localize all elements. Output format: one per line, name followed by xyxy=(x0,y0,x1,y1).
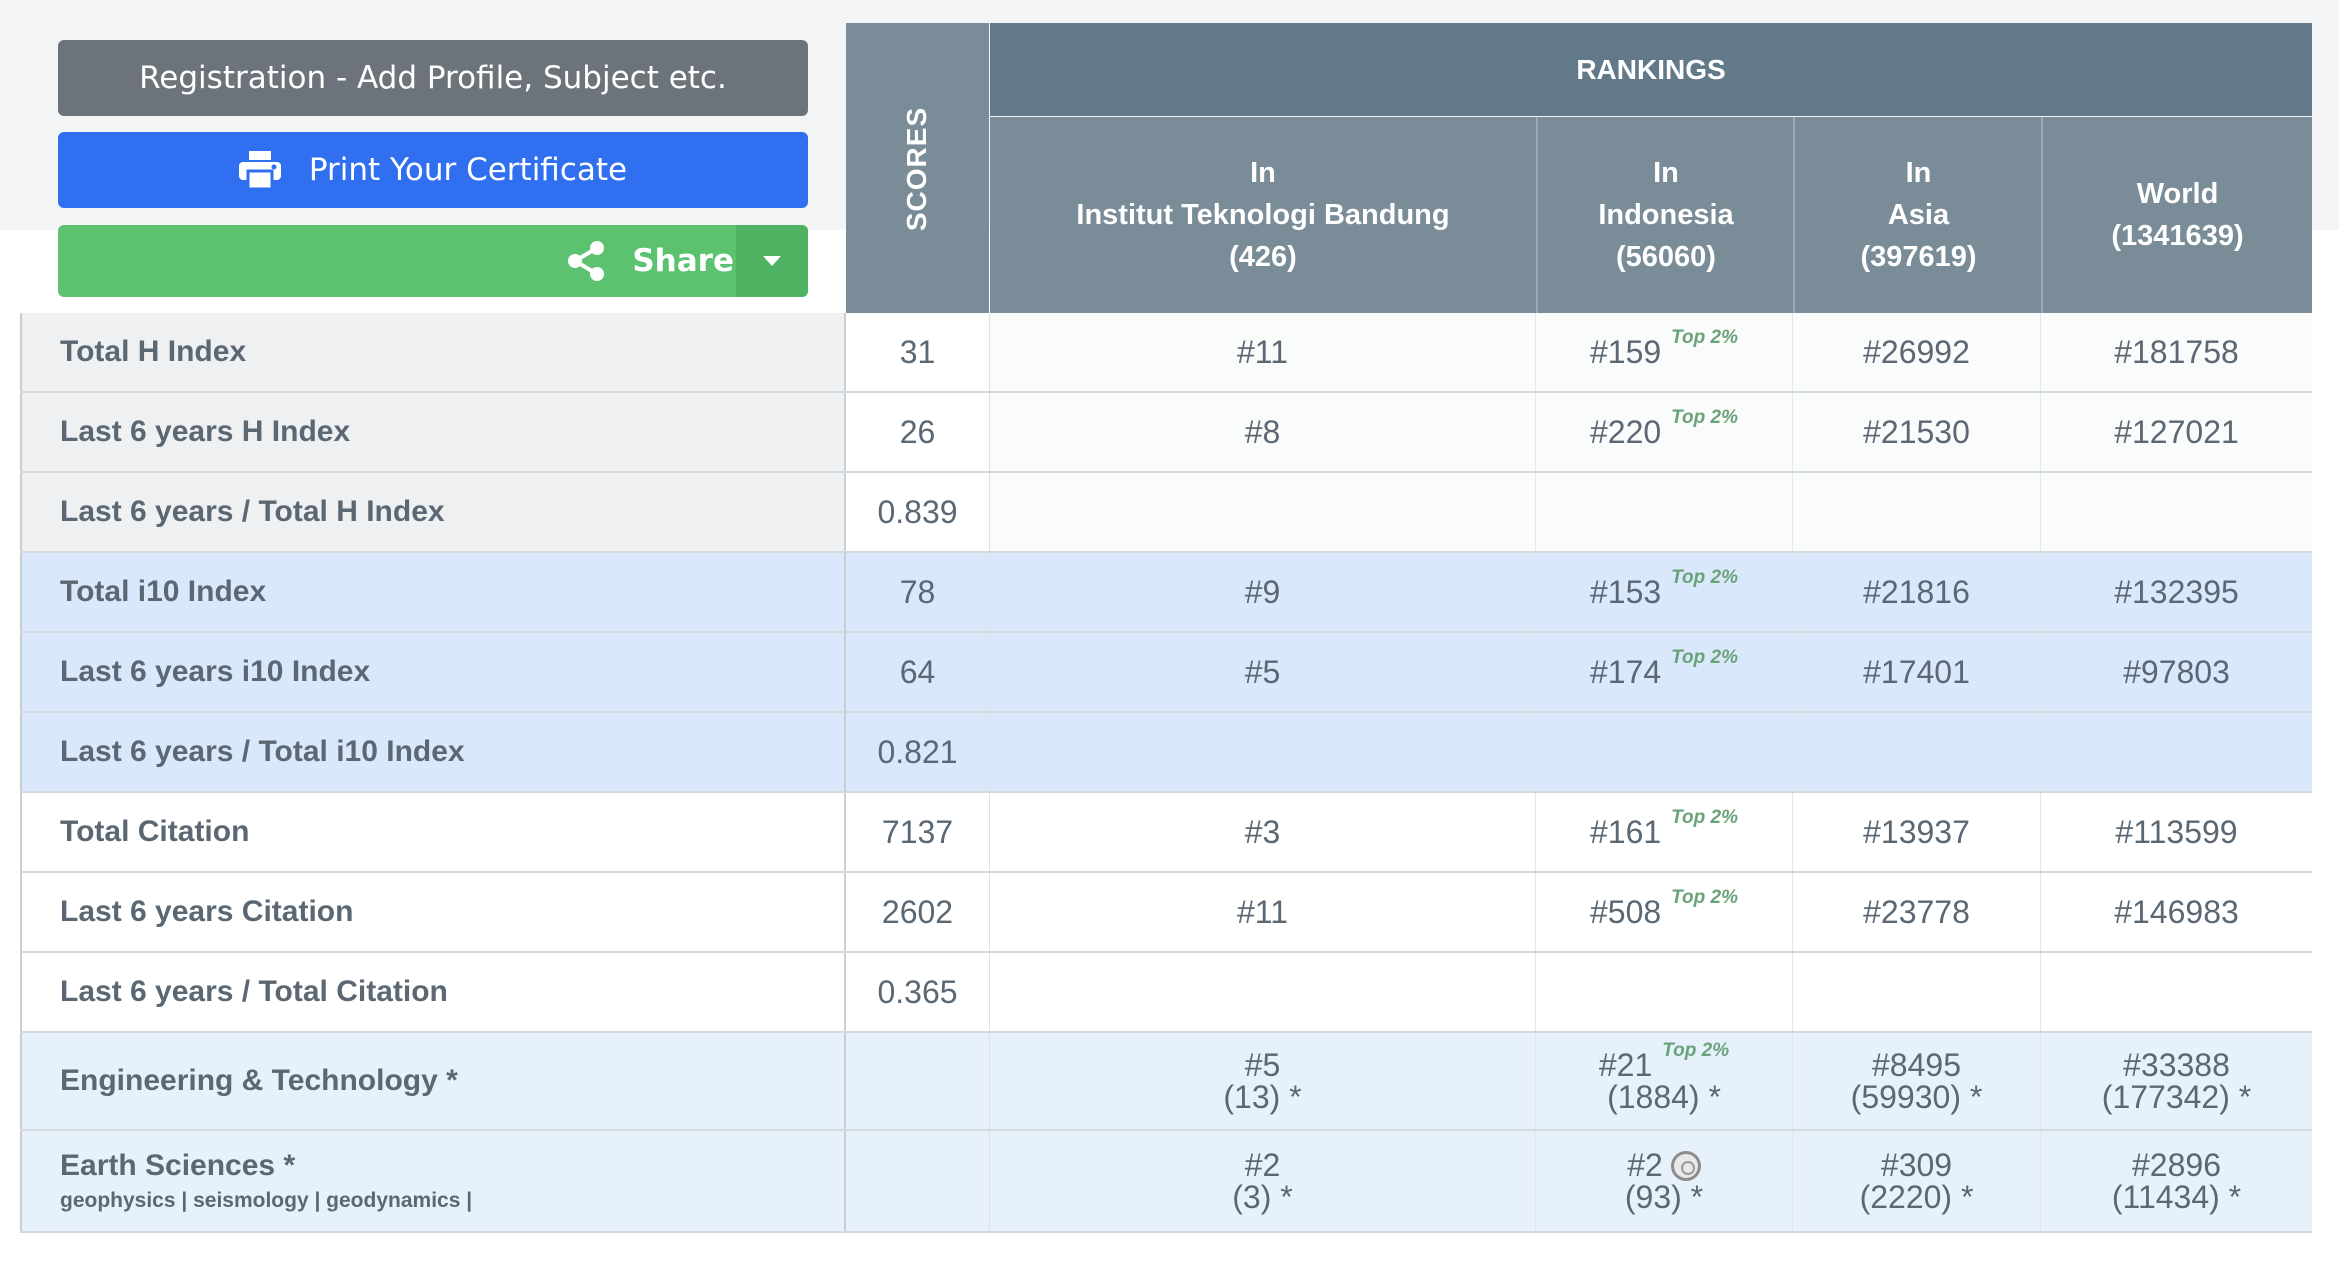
score-value: 0.365 xyxy=(846,953,990,1031)
share-icon xyxy=(566,240,606,282)
rank-world: #181758 xyxy=(2041,313,2312,391)
subject-row: Earth Sciences * geophysics | seismology… xyxy=(20,1131,2312,1233)
rank-world: #132395 xyxy=(2114,574,2239,610)
column-header-institution: In Institut Teknologi Bandung (426) xyxy=(990,117,1536,313)
score-value: 7137 xyxy=(846,793,990,871)
rank-country: #153 Top 2% xyxy=(1536,553,1793,631)
rank-region: #23778 xyxy=(1793,873,2041,951)
top-percent-badge: Top 2% xyxy=(1671,887,1739,908)
top-percent-badge: Top 2% xyxy=(1671,807,1739,828)
score-value: 78 xyxy=(846,553,990,631)
column-header-region: In Asia (397619) xyxy=(1793,117,2042,313)
rank-region: #13937 xyxy=(1793,793,2041,871)
top-percent-badge: Top 2% xyxy=(1662,1040,1730,1061)
table-row: Last 6 years / Total i10 Index 0.821 xyxy=(20,713,2312,793)
table-row: Last 6 years Citation 2602 #11 #508 Top 2… xyxy=(20,873,2312,953)
rank-institution: #5 xyxy=(990,633,1536,711)
printer-icon xyxy=(238,151,281,189)
score-value: 0.821 xyxy=(846,713,990,791)
rank-region: #17401 xyxy=(1793,633,2041,711)
row-label: Last 6 years / Total H Index xyxy=(20,473,846,551)
rank-world: #113599 xyxy=(2115,814,2238,850)
rank-world: #2896 (11434) * xyxy=(2111,1147,2242,1215)
score-value: 0.839 xyxy=(846,473,990,551)
rank-region: #309 (2220) * xyxy=(1793,1131,2041,1231)
rank-region: #21816 xyxy=(1793,553,2041,631)
medal-icon xyxy=(1670,1151,1701,1181)
share-dropdown-toggle[interactable] xyxy=(736,225,808,297)
table-row: Last 6 years / Total Citation 0.365 xyxy=(20,953,2312,1033)
rank-institution: #9 xyxy=(990,553,1536,631)
subject-row: Engineering & Technology * #5 (13) * #21 T… xyxy=(20,1033,2312,1131)
rank-country: #508 Top 2% xyxy=(1536,873,1793,951)
rank-country: #21 Top 2% (1884) * xyxy=(1536,1033,1793,1129)
table-row: Total i10 Index 78 #9 #153 Top 2% #21816 … xyxy=(20,553,2312,633)
subject-label: Engineering & Technology * xyxy=(20,1033,846,1129)
rank-region: #26992 xyxy=(1793,313,2041,391)
top-percent-badge: Top 2% xyxy=(1671,647,1739,668)
top-percent-badge: Top 2% xyxy=(1671,327,1739,348)
row-label: Last 6 years i10 Index xyxy=(20,633,846,711)
top-percent-badge: Top 2% xyxy=(1671,567,1739,588)
row-label: Last 6 years Citation xyxy=(20,873,846,951)
rank-region: #8495 (59930) * xyxy=(1793,1033,2041,1129)
rank-institution: #3 xyxy=(990,793,1536,871)
rank-world: #97803 xyxy=(2123,654,2230,690)
print-certificate-label: Print Your Certificate xyxy=(308,152,628,188)
rank-world: #33388 (177342) * xyxy=(2101,1047,2252,1115)
rank-country: #174 Top 2% xyxy=(1536,633,1793,711)
share-button[interactable]: Share xyxy=(58,225,808,297)
subject-label: Earth Sciences * geophysics | seismology… xyxy=(20,1131,846,1231)
score-value: 26 xyxy=(846,393,990,471)
rank-institution: #11 xyxy=(990,873,1536,951)
rank-country: #2 (93) * xyxy=(1536,1131,1793,1231)
table-row: Total Citation 7137 #3 #161 Top 2% #13937… xyxy=(20,793,2312,873)
registration-button-label: Registration - Add Profile, Subject etc. xyxy=(139,60,727,96)
table-row: Last 6 years i10 Index 64 #5 #174 Top 2% … xyxy=(20,633,2312,713)
rank-country: #220 Top 2% xyxy=(1536,393,1793,471)
row-label: Total Citation xyxy=(20,793,846,871)
score-value: 64 xyxy=(846,633,990,711)
rank-institution: #5 (13) * xyxy=(990,1033,1536,1129)
rank-institution: #11 xyxy=(990,313,1536,391)
scores-header: SCORES xyxy=(846,23,989,315)
rank-institution: #8 xyxy=(990,393,1536,471)
score-value: 2602 xyxy=(846,873,990,951)
rank-world: #146983 xyxy=(2114,894,2239,930)
row-label: Last 6 years / Total i10 Index xyxy=(20,713,846,791)
score-value: 31 xyxy=(846,313,990,391)
row-label: Last 6 years / Total Citation xyxy=(20,953,846,1031)
subject-subfields: geophysics | seismology | geodynamics | xyxy=(60,1189,473,1212)
table-row: Total H Index 31 #11 #159 Top 2% #26992 #… xyxy=(20,313,2312,393)
row-label: Total H Index xyxy=(20,313,846,391)
row-label: Total i10 Index xyxy=(20,553,846,631)
table-row: Last 6 years / Total H Index 0.839 xyxy=(20,473,2312,553)
rank-institution: #2 (3) * xyxy=(990,1131,1536,1231)
rank-country: #161 Top 2% xyxy=(1536,793,1793,871)
rankings-header: RANKINGS xyxy=(990,23,2312,116)
top-percent-badge: Top 2% xyxy=(1671,407,1739,428)
rank-region: #21530 xyxy=(1793,393,2041,471)
rank-country: #159 Top 2% xyxy=(1536,313,1793,391)
rank-world: #127021 xyxy=(2041,393,2312,471)
share-label: Share xyxy=(632,243,734,279)
print-certificate-button[interactable]: Print Your Certificate xyxy=(58,132,808,208)
caret-down-icon xyxy=(763,256,781,266)
column-header-country: In Indonesia (56060) xyxy=(1536,117,1794,313)
row-label: Last 6 years H Index xyxy=(20,393,846,471)
column-header-world: World (1341639) xyxy=(2041,117,2312,313)
registration-button[interactable]: Registration - Add Profile, Subject etc. xyxy=(58,40,808,116)
table-row: Last 6 years H Index 26 #8 #220 Top 2% #2… xyxy=(20,393,2312,473)
